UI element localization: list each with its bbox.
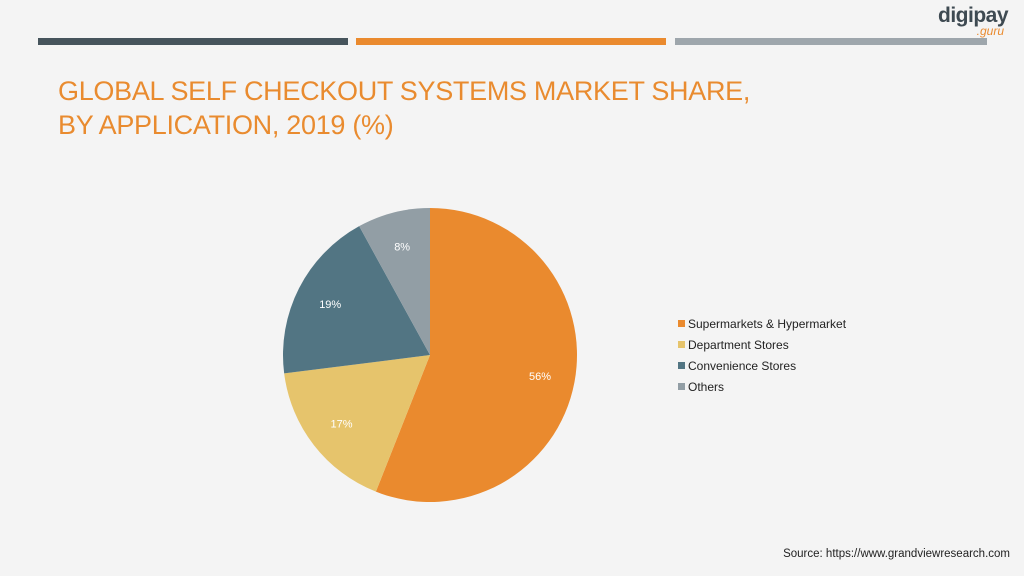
- pie-label-others: 8%: [394, 242, 410, 254]
- pie-slice-supermarkets-hypermarket: [375, 208, 577, 502]
- header-bar-orange: [356, 38, 666, 45]
- logo-sub-text: .guru: [976, 24, 1004, 38]
- pie-slice-convenience-stores: [283, 226, 430, 374]
- logo-main-text: digipay: [938, 4, 1009, 27]
- legend-item-department-stores: Department Stores: [678, 334, 846, 355]
- legend-label: Others: [688, 379, 725, 394]
- pie-label-supermarkets-hypermarket: 56%: [529, 371, 551, 383]
- legend-swatch: [678, 320, 685, 327]
- pie-label-convenience-stores: 19%: [319, 299, 341, 311]
- chart-title-line-2: BY APPLICATION, 2019 (%): [58, 110, 394, 140]
- legend-label: Supermarkets & Hypermarket: [688, 316, 847, 331]
- legend-item-convenience-stores: Convenience Stores: [678, 355, 846, 376]
- pie-slice-others: [359, 208, 430, 355]
- header-bar-dark: [38, 38, 348, 45]
- legend-swatch: [678, 383, 685, 390]
- chart-title-line-1: GLOBAL SELF CHECKOUT SYSTEMS MARKET SHAR…: [58, 76, 751, 106]
- chart-legend: Supermarkets & Hypermarket Department Sto…: [678, 313, 846, 397]
- pie-slice-department-stores: [284, 355, 430, 492]
- legend-item-others: Others: [678, 376, 846, 397]
- legend-swatch: [678, 341, 685, 348]
- legend-item-supermarkets-hypermarket: Supermarkets & Hypermarket: [678, 313, 846, 334]
- header-bar-gray: [675, 38, 987, 45]
- legend-swatch: [678, 362, 685, 369]
- chart-title: GLOBAL SELF CHECKOUT SYSTEMS MARKET SHAR…: [58, 74, 818, 142]
- pie-chart: 56% 17% 19% 8%: [283, 208, 577, 502]
- legend-label: Convenience Stores: [688, 358, 797, 373]
- digipay-logo: digipay .guru: [938, 4, 1012, 38]
- legend-label: Department Stores: [688, 337, 789, 352]
- source-note: Source: https://www.grandviewresearch.co…: [783, 548, 1010, 560]
- pie-label-department-stores: 17%: [330, 419, 352, 431]
